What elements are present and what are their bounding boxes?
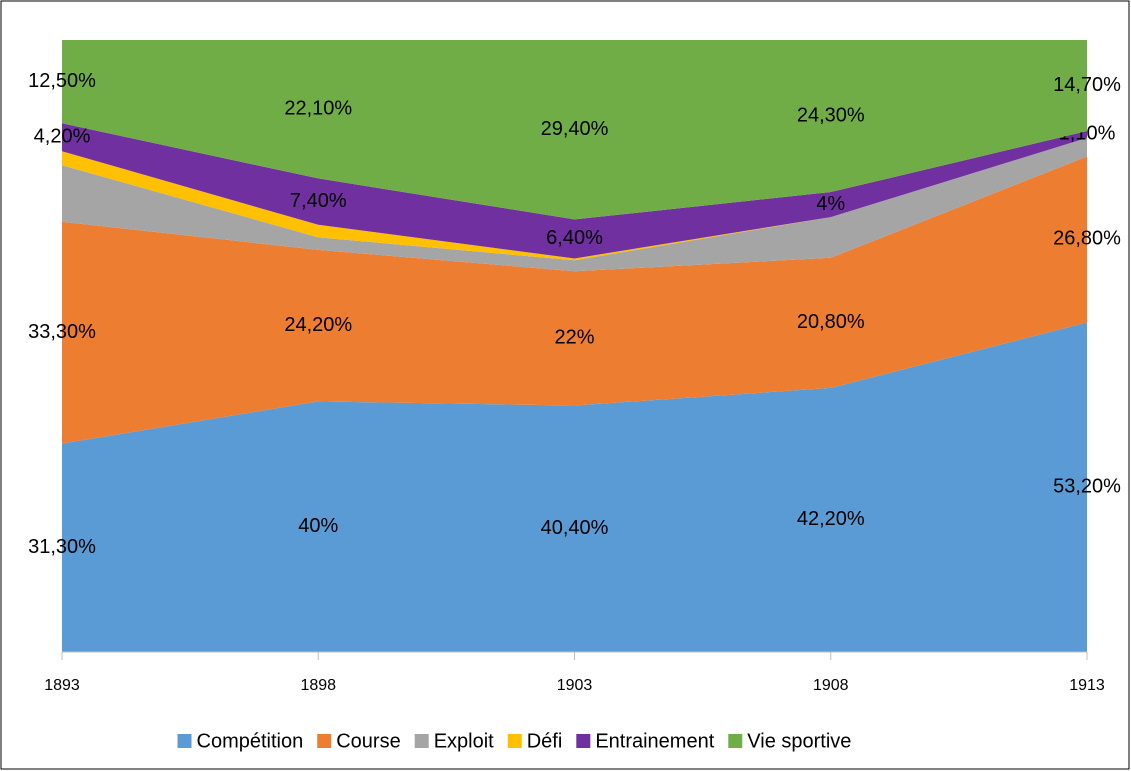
data-label: 24,30% (797, 104, 865, 126)
legend-label: Défi (527, 730, 563, 752)
data-label: 22% (554, 327, 594, 349)
area (62, 40, 1087, 220)
data-label: 26,80% (1053, 228, 1121, 250)
legend-swatch (317, 734, 332, 748)
area (62, 137, 1087, 261)
legend-swatch (728, 734, 743, 748)
x-tick-label: 1913 (1069, 677, 1105, 694)
legend-label: Vie sportive (747, 730, 851, 752)
legend-swatch (576, 734, 591, 748)
legend-label: Exploit (434, 730, 494, 752)
legend-label: Entrainement (595, 730, 714, 752)
data-label: 4% (816, 193, 845, 215)
data-label: 40% (298, 515, 338, 537)
data-label: 40,40% (541, 517, 609, 539)
legend-label: Compétition (197, 730, 304, 752)
data-label: 7,40% (290, 190, 347, 212)
data-label: 29,40% (541, 118, 609, 140)
data-label: 12,50% (28, 70, 96, 92)
data-label: 24,20% (284, 314, 352, 336)
data-label: 6,40% (546, 227, 603, 249)
data-label: 33,30% (28, 321, 96, 343)
data-label: 31,30% (28, 536, 96, 558)
data-label: 22,10% (284, 97, 352, 119)
x-tick-label: 1903 (557, 677, 593, 694)
area (62, 137, 1087, 272)
data-label: 4,20% (34, 126, 91, 148)
area (62, 322, 1087, 652)
legend-swatch (177, 734, 192, 748)
legend-label: Course (336, 730, 400, 752)
legend-swatch (414, 734, 429, 748)
data-label: 53,20% (1053, 476, 1121, 498)
data-label: 42,20% (797, 508, 865, 530)
x-tick-label: 1908 (813, 677, 849, 694)
data-label: 14,70% (1053, 74, 1121, 96)
legend-swatch (507, 734, 522, 748)
legend: Compétition Course Exploit Défi Entrainement… (177, 730, 851, 752)
area (62, 156, 1087, 444)
x-tick-label: 1893 (44, 677, 80, 694)
data-label: 20,80% (797, 311, 865, 333)
x-tick-label: 1898 (300, 677, 336, 694)
area (62, 123, 1087, 259)
